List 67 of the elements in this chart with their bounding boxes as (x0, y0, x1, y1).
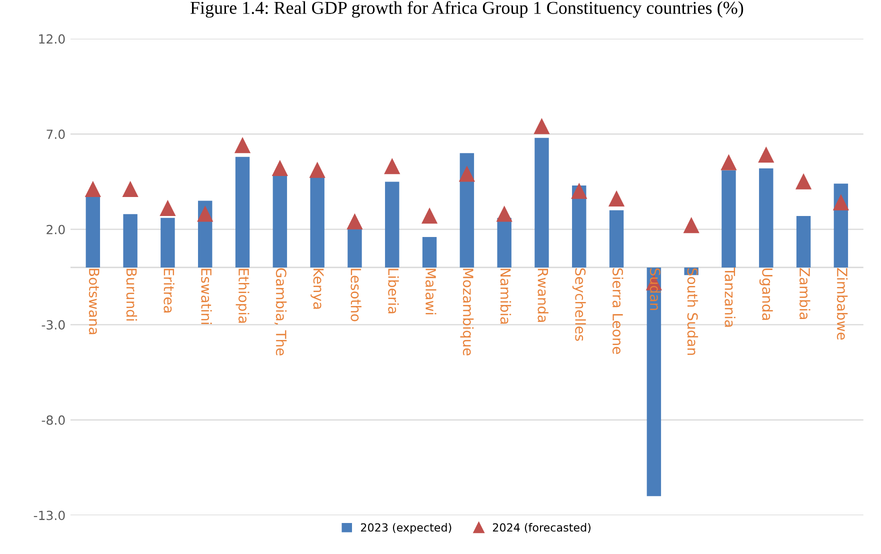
bar (609, 210, 624, 268)
y-tick-label: 12.0 (39, 34, 65, 44)
y-tick-label: -13.0 (34, 510, 65, 520)
point (122, 182, 138, 197)
legend-label: 2024 (forecasted) (492, 523, 590, 533)
x-tick-label: Botswana (88, 268, 100, 334)
point (721, 155, 736, 170)
x-tick-label: Gambia, The (274, 268, 287, 356)
x-tick-label: Liberia (388, 268, 399, 314)
x-tick-label: Lesotho (350, 268, 362, 322)
bar (160, 218, 175, 268)
point (310, 162, 325, 178)
chart-title: Figure 1.4: Real GDP growth for Africa Group 1 Constituency countries (%) (190, 1, 744, 18)
x-tick-label: Malawi (426, 268, 436, 314)
bar (348, 227, 362, 268)
bar (722, 170, 736, 268)
bar (272, 176, 288, 268)
x-tick-label: Eswatini (201, 268, 212, 324)
point (347, 214, 362, 230)
point (197, 206, 213, 222)
x-tick-label: Tanzania (724, 267, 736, 327)
point (796, 174, 812, 190)
bar (235, 156, 250, 268)
x-tick-label: Namibia (500, 268, 512, 324)
bar (422, 236, 437, 268)
bar (759, 168, 774, 268)
bar (646, 267, 662, 496)
x-tick-label: Eritrea (164, 268, 174, 312)
y-tick-label: 7.0 (46, 130, 65, 139)
y-tick-label: 2.0 (46, 224, 65, 234)
x-tick-label: Sudan (650, 268, 661, 310)
x-tick-label: Mozambique (460, 268, 474, 356)
x-tick-label: Sierra Leone (612, 268, 624, 354)
bar (497, 218, 512, 268)
bar (310, 176, 324, 268)
x-tick-label: Uganda (759, 268, 773, 320)
x-tick-label: Rwanda (538, 268, 548, 322)
point (534, 118, 550, 134)
point (234, 138, 250, 154)
point (160, 200, 176, 216)
point (833, 195, 849, 210)
bar (534, 138, 549, 268)
point (384, 158, 400, 174)
legend-label: 2023 (expected) (361, 523, 452, 534)
y-tick-label: -8.0 (42, 415, 65, 425)
bar (86, 196, 100, 268)
point (422, 208, 438, 224)
point (496, 206, 512, 222)
x-tick-label: Zambia (800, 268, 810, 319)
point (85, 182, 101, 197)
x-tick-label: Ethiopia (236, 268, 250, 323)
y-tick-label: -3.0 (42, 320, 65, 330)
point (758, 147, 774, 163)
point (571, 184, 587, 199)
point (459, 166, 475, 182)
x-tick-label: Kenya (310, 268, 324, 309)
x-tick-label: Seychelles (572, 268, 586, 341)
point (272, 160, 288, 176)
bar (796, 216, 811, 268)
point (684, 218, 699, 234)
bar (385, 182, 400, 268)
x-tick-label: Burundi (126, 268, 138, 320)
point (608, 191, 624, 207)
bar (460, 153, 474, 268)
x-tick-label: Zimbabwe (836, 268, 848, 340)
x-tick-label: South Sudan (687, 268, 698, 355)
bar (123, 214, 138, 268)
